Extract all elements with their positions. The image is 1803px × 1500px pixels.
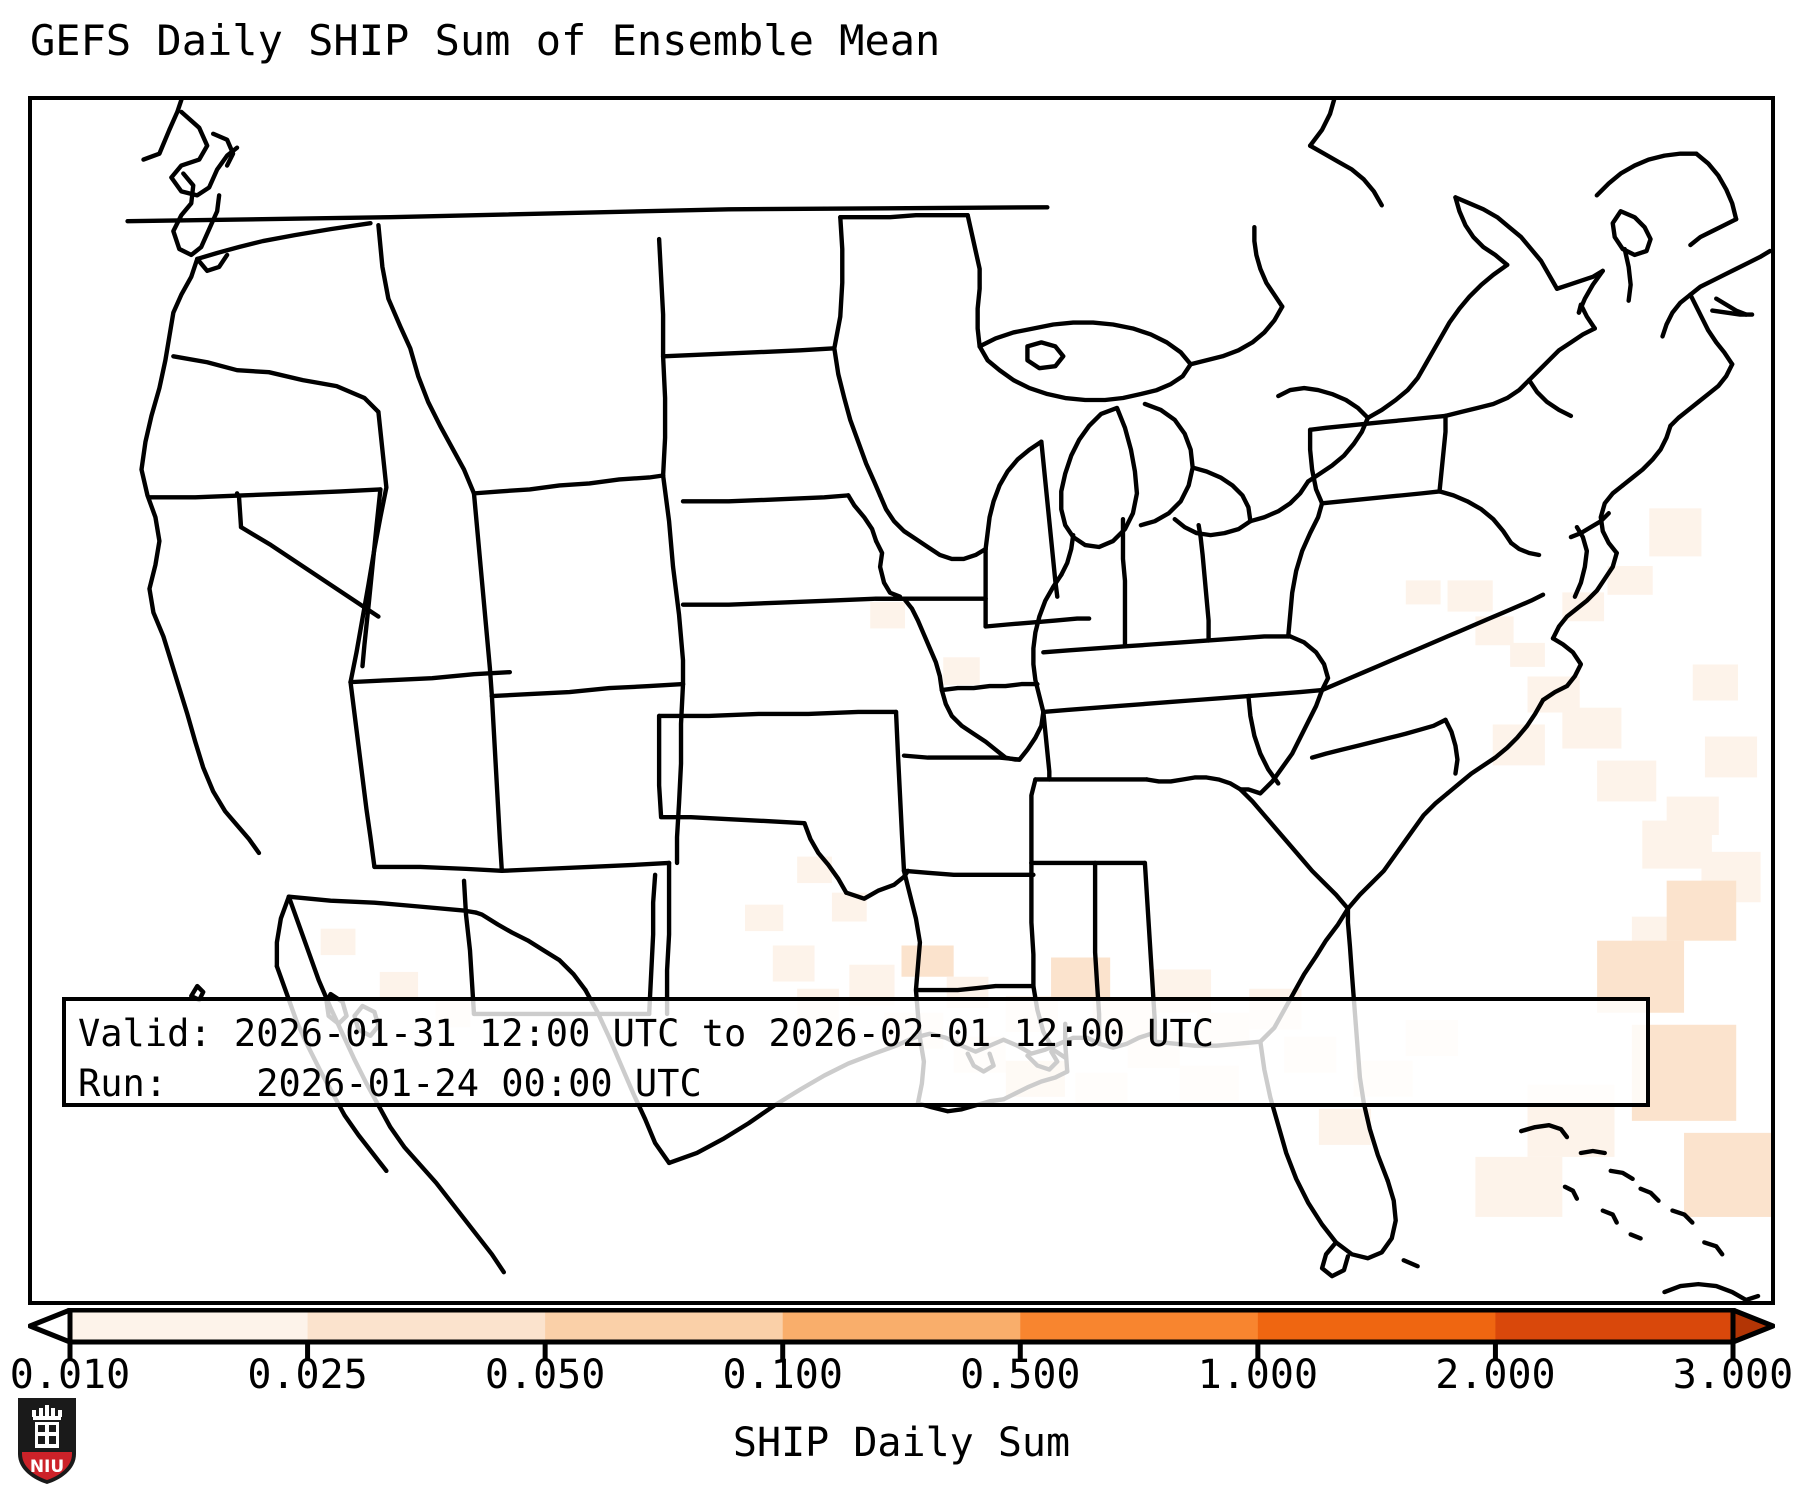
ship-grid-cell [1405,580,1441,605]
ship-grid-cell [1649,508,1702,557]
colorbar-band [70,1310,309,1342]
colorbar-tick-label: 3.000 [1672,1352,1794,1398]
page-title: GEFS Daily SHIP Sum of Ensemble Mean [30,16,941,65]
colorbar-tick-label: 1.000 [1197,1352,1319,1398]
colorbar-tick-label: 0.100 [722,1352,843,1398]
ship-grid-cell [1684,1132,1771,1217]
ship-grid-cell [1318,1108,1372,1145]
ship-grid-cell [320,928,356,956]
colorbar-tick-label: 0.025 [247,1352,368,1398]
ship-grid-cell [1642,820,1712,869]
valid-time-line: Valid: 2026-01-31 12:00 UTC to 2026-02-0… [78,1012,1215,1055]
ship-grid-cell [1692,664,1738,701]
ship-grid-cell [1666,880,1737,941]
ship-grid-cell [901,945,954,977]
ship-grid-cell [1510,642,1545,667]
colorbar-over-arrow [1730,1308,1775,1345]
ship-grid-cell [1704,736,1758,778]
colorbar-band [1020,1310,1259,1342]
ship-grid-cell [870,602,905,629]
ship-grid-cell [772,945,815,982]
colorbar-band [307,1310,546,1342]
colorbar-axis-label: SHIP Daily Sum [732,1420,1071,1466]
niu-shield-icon: NIU [18,1398,76,1484]
ship-grid-cell [1492,724,1545,766]
colorbar [28,1308,1775,1362]
ship-grid-cell [379,971,419,1001]
colorbar-under-arrow [28,1308,73,1345]
ship-grid-cell [1475,1156,1563,1217]
ship-grid-cell [744,904,784,932]
colorbar-band [1495,1310,1734,1342]
ship-grid-cell [1607,565,1653,595]
map-panel: Valid: 2026-01-31 12:00 UTC to 2026-02-0… [28,96,1775,1305]
colorbar-band [545,1310,784,1342]
colorbar-tick-label: 2.000 [1435,1352,1556,1398]
colorbar-tick-labels: 0.010 0.025 0.050 0.100 0.500 1.000 2.000 3.000 [0,1352,1803,1408]
info-box: Valid: 2026-01-31 12:00 UTC to 2026-02-0… [62,997,1650,1107]
colorbar-outline [67,1308,1736,1345]
colorbar-tick-label: 0.010 [9,1352,131,1398]
basemap-outlines [125,100,1771,1301]
colorbar-band [782,1310,1021,1342]
niu-logo-text: NIU [30,1457,64,1477]
ship-grid-cell [1447,580,1493,612]
ship-grid-cell [1051,957,1111,999]
ship-grid-cell [1562,707,1622,749]
colorbar-tick-label: 0.050 [484,1352,606,1398]
run-time-line: Run: 2026-01-24 00:00 UTC [78,1062,702,1105]
colorbar-gradient [28,1308,1775,1360]
colorbar-tick-label: 0.500 [960,1352,1081,1398]
niu-logo: NIU [16,1396,78,1486]
colorbar-band [1257,1310,1497,1342]
ship-grid-cell [1597,760,1657,802]
ship-grid-cell [943,657,980,685]
